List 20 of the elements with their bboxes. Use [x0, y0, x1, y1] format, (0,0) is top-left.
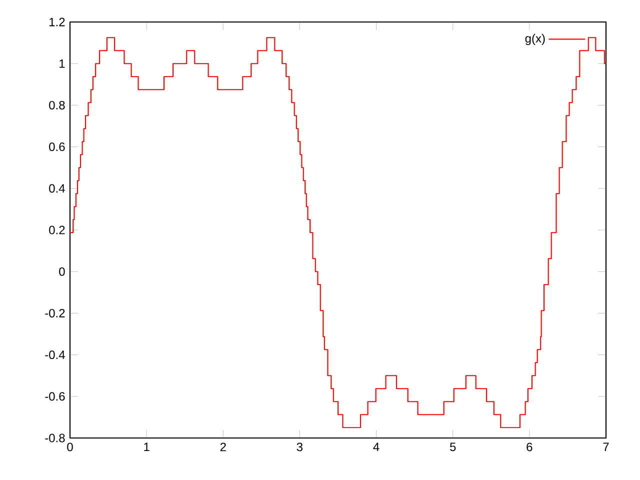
legend-label: g(x) — [525, 34, 545, 46]
y-tick-label: 1.2 — [50, 18, 65, 26]
y-tick-label: -0.2 — [45, 308, 65, 318]
y-tick-label: 0 — [59, 267, 65, 276]
y-tick-label: 0.8 — [49, 100, 65, 110]
y-tick-label: -0.8 — [45, 434, 65, 442]
x-tick-label: 4 — [373, 442, 380, 451]
x-tick-label: 5 — [450, 442, 456, 452]
x-tick-label: 1 — [144, 442, 150, 451]
x-tick-label: 2 — [220, 442, 226, 452]
y-tick-label: 0.2 — [49, 226, 65, 234]
x-tick-label: 7 — [603, 442, 609, 451]
y-tick-label: 1 — [60, 59, 65, 68]
y-tick-label: -0.6 — [45, 392, 65, 401]
x-tick-label: 3 — [296, 442, 303, 452]
y-tick-label: 0.4 — [49, 184, 65, 193]
y-tick-label: 0.6 — [49, 142, 65, 152]
x-tick-label: 6 — [526, 442, 532, 452]
x-tick-label: 0 — [67, 442, 73, 452]
y-tick-label: -0.4 — [45, 350, 65, 360]
